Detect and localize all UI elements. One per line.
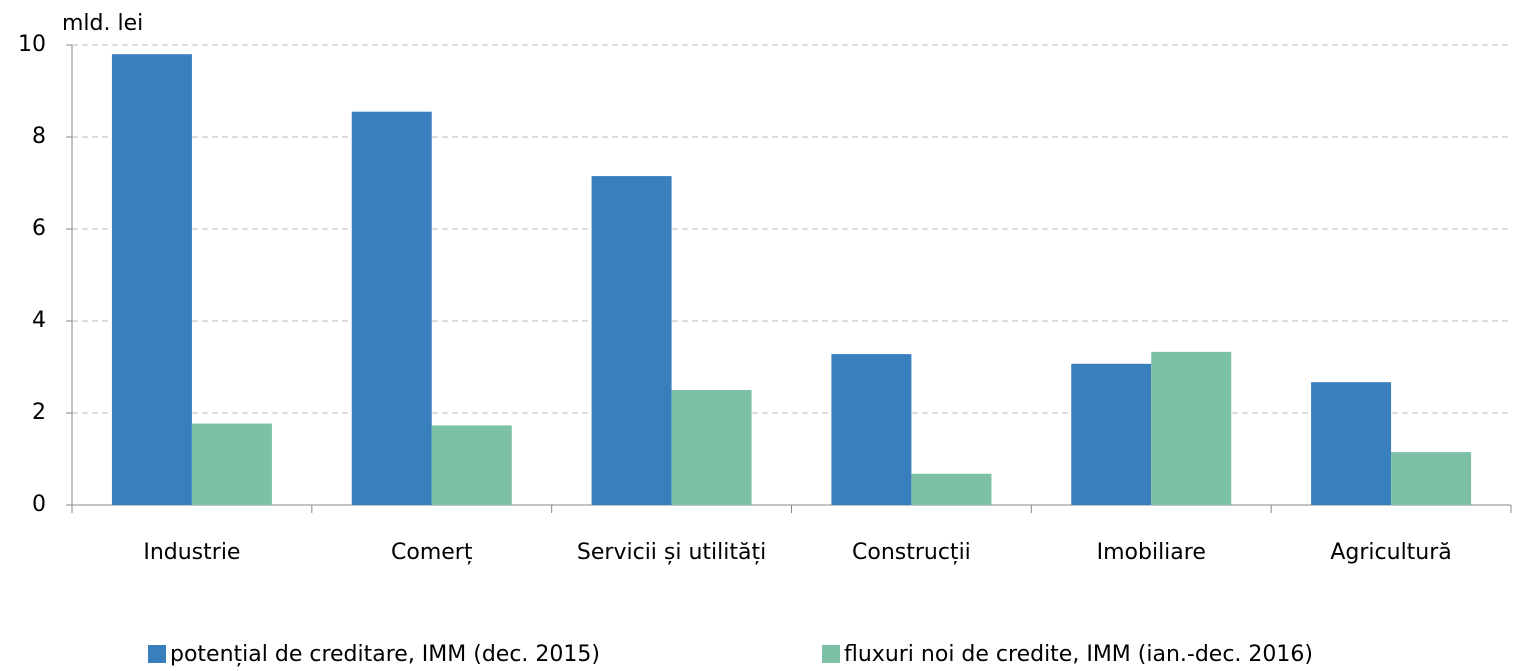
y-tick-label: 0	[32, 492, 46, 517]
y-tick-label: 10	[18, 32, 46, 57]
y-tick-label: 8	[32, 124, 46, 149]
x-tick-label: Agricultură	[1330, 540, 1452, 565]
bar	[831, 354, 912, 505]
x-tick-label: Imobiliare	[1096, 540, 1206, 565]
bar	[1311, 382, 1392, 505]
y-tick-label: 4	[32, 308, 46, 333]
bar	[191, 423, 272, 505]
x-tick-label: Servicii și utilități	[576, 540, 767, 565]
y-tick-label: 2	[32, 400, 46, 425]
bar	[1151, 351, 1232, 505]
legend-label: potențial de creditare, IMM (dec. 2015)	[170, 642, 600, 667]
x-tick-label: Industrie	[143, 540, 241, 565]
bar	[111, 54, 192, 505]
bar	[431, 425, 512, 505]
legend-label: fluxuri noi de credite, IMM (ian.-dec. 2…	[844, 642, 1313, 667]
x-tick-label: Comerț	[391, 540, 473, 565]
bar	[1391, 452, 1472, 505]
legend-swatch	[148, 645, 166, 663]
bar	[1071, 363, 1152, 505]
bar	[351, 111, 432, 505]
bar	[911, 473, 992, 505]
y-tick-label: 6	[32, 216, 46, 241]
legend-swatch	[822, 645, 840, 663]
y-axis-label: mld. lei	[62, 11, 143, 36]
x-tick-label: Construcții	[852, 540, 971, 565]
bar	[671, 390, 752, 505]
bar	[591, 176, 672, 505]
